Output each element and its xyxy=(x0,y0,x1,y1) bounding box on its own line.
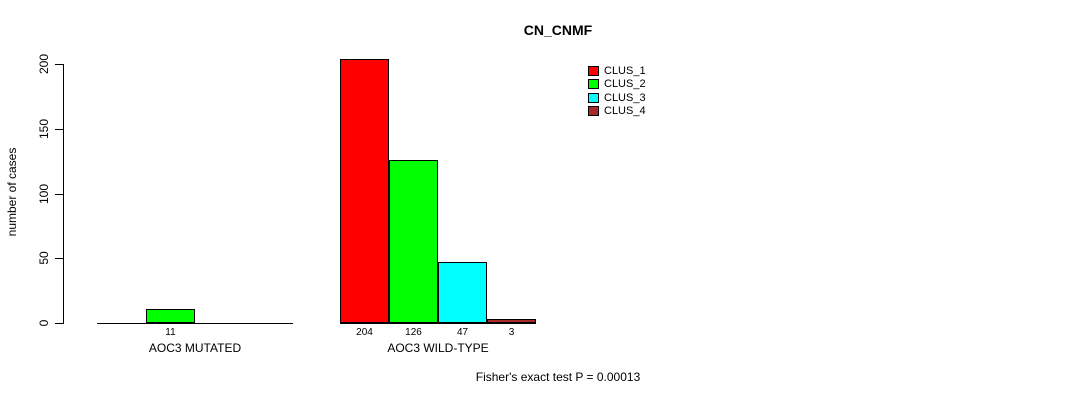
legend-label-CLUS_3: CLUS_3 xyxy=(604,91,646,104)
bar-value-label-CLUS_3-1: 47 xyxy=(456,327,469,338)
legend: CLUS_1 CLUS_2 CLUS_3 CLUS_4 xyxy=(588,64,646,118)
legend-label-CLUS_1: CLUS_1 xyxy=(604,64,646,77)
legend-label-CLUS_2: CLUS_2 xyxy=(604,78,646,91)
y-tick-label-0: 0 xyxy=(37,319,51,327)
legend-swatch-CLUS_1 xyxy=(588,65,599,76)
y-tick-150 xyxy=(55,129,63,130)
y-tick-label-100: 100 xyxy=(37,183,51,205)
legend-swatch-CLUS_3 xyxy=(588,92,599,103)
x-category-label-1: AOC3 WILD-TYPE xyxy=(387,341,489,355)
x-category-label-0: AOC3 MUTATED xyxy=(148,341,242,355)
bar-CLUS_2-1 xyxy=(389,160,438,323)
y-tick-200 xyxy=(55,64,63,65)
bar-CLUS_1-1 xyxy=(340,59,389,323)
y-tick-label-150: 150 xyxy=(37,118,51,140)
y-tick-label-50: 50 xyxy=(37,251,51,265)
bar-CLUS_4-1 xyxy=(487,319,536,323)
y-axis-line xyxy=(63,64,64,324)
legend-label-CLUS_4: CLUS_4 xyxy=(604,105,646,118)
y-tick-100 xyxy=(55,194,63,195)
y-tick-label-200: 200 xyxy=(37,53,51,75)
legend-swatch-CLUS_2 xyxy=(588,79,599,90)
bar-value-label-CLUS_4-1: 3 xyxy=(508,327,515,338)
legend-item-CLUS_2: CLUS_2 xyxy=(588,78,646,92)
bar-value-label-CLUS_2-1: 126 xyxy=(405,327,422,338)
bar-CLUS_3-1 xyxy=(438,262,487,323)
legend-swatch-CLUS_4 xyxy=(588,106,599,117)
y-tick-50 xyxy=(55,258,63,259)
y-tick-0 xyxy=(55,323,63,324)
fisher-test-annotation: Fisher's exact test P = 0.00013 xyxy=(475,370,641,384)
chart-title: CN_CNMF xyxy=(523,22,593,38)
legend-item-CLUS_3: CLUS_3 xyxy=(588,91,646,105)
y-axis-title: number of cases xyxy=(5,147,19,237)
bar-value-label-CLUS_2-0: 11 xyxy=(165,327,176,338)
legend-item-CLUS_1: CLUS_1 xyxy=(588,64,646,78)
legend-item-CLUS_4: CLUS_4 xyxy=(588,105,646,119)
x-axis-baseline-0 xyxy=(97,323,293,324)
bar-CLUS_2-0 xyxy=(146,309,195,323)
x-axis-baseline-1 xyxy=(340,323,536,324)
bar-value-label-CLUS_1-1: 204 xyxy=(356,327,373,338)
